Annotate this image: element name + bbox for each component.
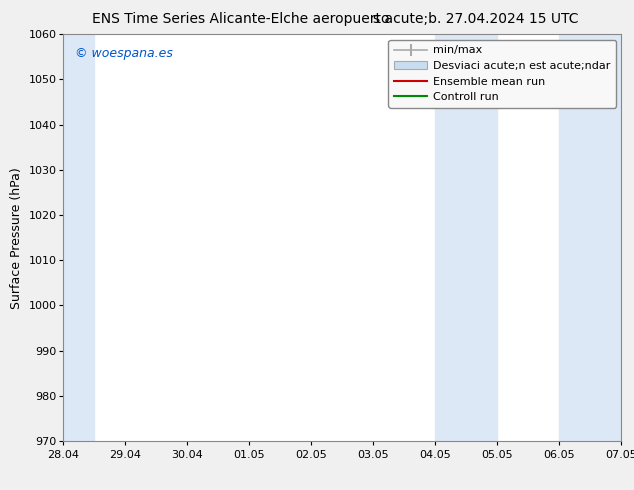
Legend: min/max, Desviaci acute;n est acute;ndar, Ensemble mean run, Controll run: min/max, Desviaci acute;n est acute;ndar… [389, 40, 616, 108]
Text: ENS Time Series Alicante-Elche aeropuerto: ENS Time Series Alicante-Elche aeropuert… [92, 12, 390, 26]
Text: s acute;b. 27.04.2024 15 UTC: s acute;b. 27.04.2024 15 UTC [373, 12, 578, 26]
Text: © woespana.es: © woespana.es [75, 47, 172, 59]
Y-axis label: Surface Pressure (hPa): Surface Pressure (hPa) [10, 167, 23, 309]
Bar [436, 34, 497, 441]
Bar [63, 34, 94, 441]
Bar [559, 34, 621, 441]
